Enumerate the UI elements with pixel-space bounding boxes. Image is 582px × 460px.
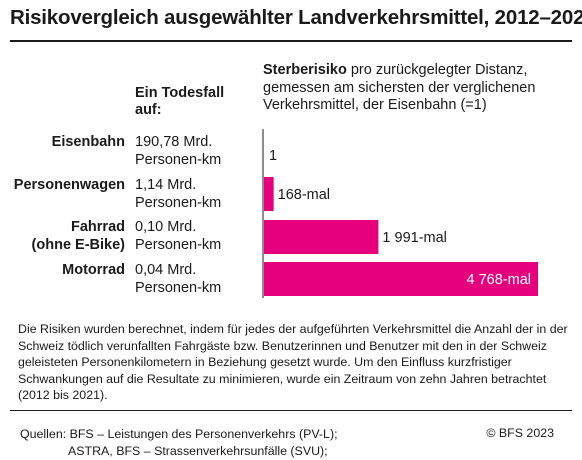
distance-line: 190,78 Mrd. [135,134,213,150]
distance-line: 0,04 Mrd. [135,262,197,278]
distance-value-eisenbahn: 190,78 Mrd. Personen-km [135,134,221,169]
footer-rule [10,410,572,411]
category-label-fahrrad: Fahrrad (ohne E-Bike) [32,218,125,254]
sources-line-2: ASTRA, BFS – Strassenverkehrsunfälle (SV… [68,444,328,458]
category-label-line: Eisenbahn [51,134,125,150]
distance-value-personenwagen: 1,14 Mrd. Personen-km [135,177,221,212]
column-header-distance-line-1: Ein Todesfall [135,85,225,101]
category-label-eisenbahn: Eisenbahn [52,133,125,151]
column-header-risk-bold: Sterberisiko [263,62,347,78]
column-header-distance: Ein Todesfall auf: [135,85,255,119]
risk-bar-chart: 1 168-mal 1 991-mal 4 768-mal [262,129,538,298]
chart-title: Risikovergleich ausgewählter Landverkehr… [10,6,582,29]
bar-personenwagen [264,177,274,211]
distance-line: 0,10 Mrd. [135,219,197,235]
category-label-line: Fahrrad [71,219,125,235]
distance-value-motorrad: 0,04 Mrd. Personen-km [135,262,221,297]
column-header-distance-line-2: auf: [135,102,162,118]
methodology-note: Die Risiken wurden berechnet, indem für … [18,322,568,403]
bar-value-label-eisenbahn: 1 [269,148,277,164]
bar-fahrrad [264,220,379,254]
column-header-risk: Sterberisiko pro zurückgelegter Distanz,… [263,62,573,115]
distance-line: Personen-km [135,236,222,253]
distance-line: 1,14 Mrd. [135,177,197,193]
copyright: © BFS 2023 [486,426,554,440]
category-label-line: Personenwagen [13,177,125,193]
category-label-line: (ohne E-Bike) [31,237,125,253]
bar-value-label-fahrrad: 1 991-mal [382,230,446,246]
distance-line: Personen-km [135,151,222,168]
category-label-line: Motorrad [62,262,125,278]
distance-value-fahrrad: 0,10 Mrd. Personen-km [135,219,221,254]
bar-value-label-motorrad: 4 768-mal [467,272,531,288]
sources: Quellen: BFS – Leistungen des Personenve… [20,426,338,460]
distance-line: Personen-km [135,279,222,296]
bar-motorrad [264,262,538,296]
distance-line: Personen-km [135,194,222,211]
bar-value-label-personenwagen: 168-mal [278,187,330,203]
sources-line-1: Quellen: BFS – Leistungen des Personenve… [20,427,338,441]
category-label-motorrad: Motorrad [62,261,125,279]
column-header-risk-text: pro zurückgelegter Distanz, gemessen am … [263,62,536,113]
category-label-personenwagen: Personenwagen [14,176,125,194]
title-rule [10,40,572,42]
